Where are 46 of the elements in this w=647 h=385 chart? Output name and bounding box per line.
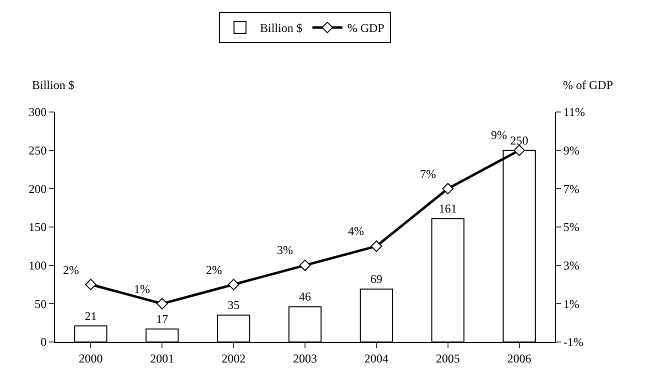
x-tick-label: 2004 bbox=[364, 351, 388, 366]
y-tick-label: 200 bbox=[28, 182, 47, 196]
y2-tick-label: 5% bbox=[563, 220, 580, 234]
data-label: 161 bbox=[438, 202, 457, 216]
x-tick-label: 2006 bbox=[507, 351, 532, 366]
data-label: 250 bbox=[510, 133, 528, 148]
data-label: 3% bbox=[277, 243, 293, 257]
data-label: 17 bbox=[156, 312, 168, 326]
data-label: 69 bbox=[370, 272, 382, 286]
legend-label: Billion $ bbox=[260, 21, 302, 36]
y2-tick-label: 3% bbox=[563, 258, 580, 273]
y-axis-title: Billion $ bbox=[32, 78, 74, 92]
point bbox=[370, 240, 382, 252]
data-label: 1% bbox=[134, 282, 150, 296]
point bbox=[442, 182, 454, 194]
data-label: 21 bbox=[84, 308, 97, 323]
data-label: 35 bbox=[228, 298, 240, 312]
data-label: 2% bbox=[206, 263, 222, 277]
data-label: 7% bbox=[420, 167, 436, 181]
y-tick-label: 300 bbox=[28, 105, 47, 120]
point bbox=[228, 278, 240, 290]
x-tick-label: 2002 bbox=[222, 351, 246, 366]
y2-tick-label: 1% bbox=[563, 296, 580, 311]
y2-tick-label: 9% bbox=[563, 144, 580, 158]
y-tick-label: 100 bbox=[28, 258, 47, 273]
x-tick-label: 2001 bbox=[150, 351, 174, 366]
y2-axis-title: % of GDP bbox=[563, 78, 614, 92]
point bbox=[299, 260, 311, 272]
x-tick-label: 2005 bbox=[436, 351, 460, 366]
x-tick-label: 2003 bbox=[293, 351, 317, 366]
x-tick-label: 2000 bbox=[78, 351, 103, 366]
y2-tick-label: 11% bbox=[563, 105, 585, 120]
y-tick-label: 0 bbox=[40, 335, 47, 350]
point bbox=[514, 144, 525, 156]
data-label: 2% bbox=[63, 263, 79, 277]
point bbox=[85, 278, 96, 290]
y-tick-label: 150 bbox=[28, 220, 47, 234]
point bbox=[156, 298, 168, 310]
legend-label: % GDP bbox=[347, 21, 385, 36]
data-label: 4% bbox=[348, 224, 364, 238]
data-label: 46 bbox=[299, 290, 311, 304]
data-label: 9% bbox=[491, 128, 507, 142]
y-tick-label: 50 bbox=[34, 296, 47, 311]
y2-tick-label: 7% bbox=[563, 182, 580, 196]
y2-tick-label: -1% bbox=[563, 335, 584, 350]
y-tick-label: 250 bbox=[28, 144, 47, 158]
